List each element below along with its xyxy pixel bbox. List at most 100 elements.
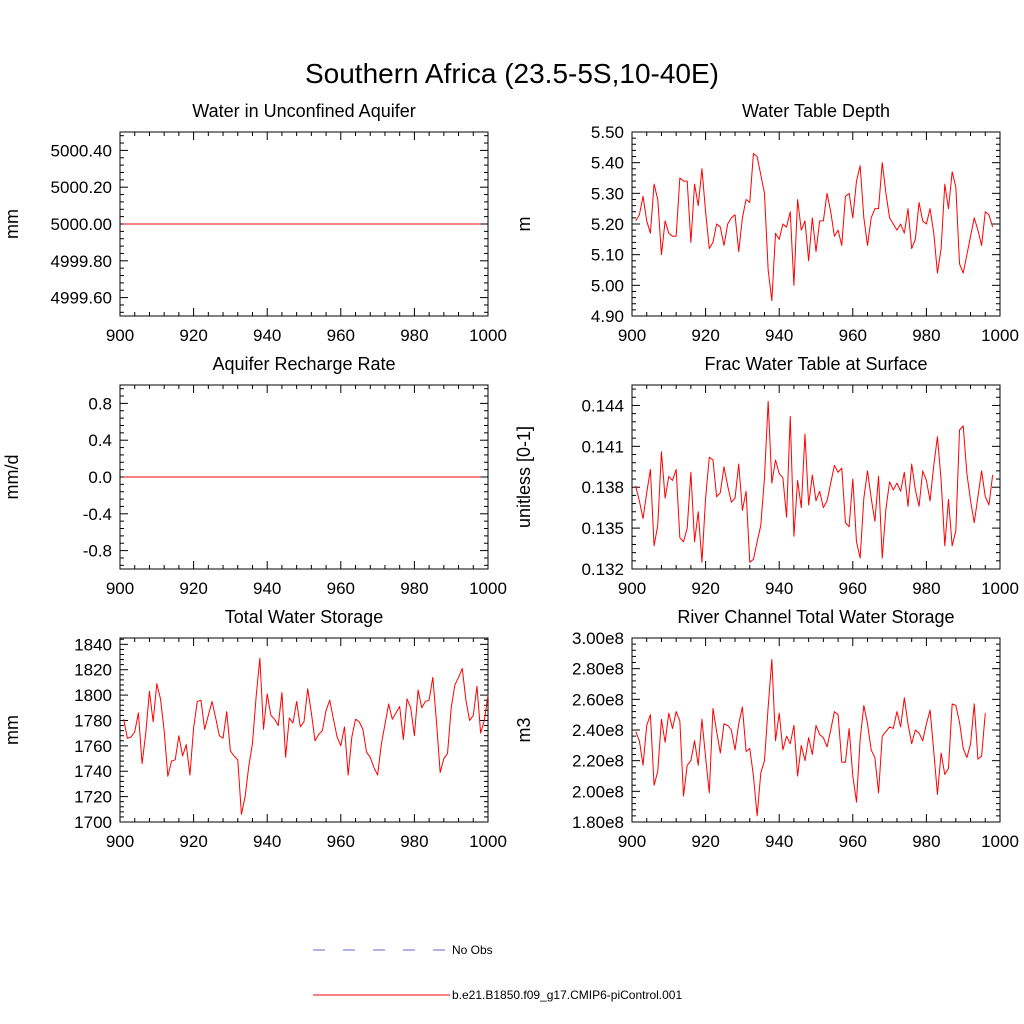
series-line-0: [635, 400, 994, 563]
x-tick-label: 940: [253, 579, 281, 598]
plot-frame: [631, 637, 1001, 823]
x-tick-label: 980: [400, 326, 428, 345]
x-tick-label: 960: [839, 579, 867, 598]
x-tick-label: 1000: [981, 579, 1019, 598]
y-tick-label: 4999.60: [51, 289, 112, 308]
y-tick-label: 1740: [74, 762, 112, 781]
x-tick-label: 900: [106, 832, 134, 851]
panel-title: Aquifer Recharge Rate: [212, 354, 395, 374]
legend: No Obs b.e21.B1850.f09_g17.CMIP6-piContr…: [313, 943, 682, 1002]
panel-title: Water in Unconfined Aquifer: [192, 101, 415, 121]
x-tick-label: 900: [106, 326, 134, 345]
chart-panel-0: Water in Unconfined Aquifer mm 900 920 940 96…: [2, 101, 507, 345]
x-tick-label: 960: [839, 832, 867, 851]
y-tick-label: 0.144: [581, 396, 624, 415]
x-tick-label: 1000: [981, 832, 1019, 851]
x-tick-label: 980: [400, 579, 428, 598]
x-tick-label: 920: [179, 326, 207, 345]
y-tick-label: 5.40: [591, 154, 624, 173]
panel-title: Frac Water Table at Surface: [704, 354, 927, 374]
x-tick-label: 920: [691, 579, 719, 598]
y-tick-label: 4.90: [591, 307, 624, 326]
x-tick-label: 900: [106, 579, 134, 598]
panel-title: Water Table Depth: [742, 101, 890, 121]
y-tick-label: 5000.00: [51, 215, 112, 234]
x-tick-label: 960: [839, 326, 867, 345]
y-tick-label: 2.60e8: [572, 690, 624, 709]
y-tick-label: 5.30: [591, 184, 624, 203]
y-tick-label: 1780: [74, 711, 112, 730]
y-tick-label: 2.00e8: [572, 782, 624, 801]
y-axis-label: mm: [2, 715, 22, 745]
y-axis-label: mm: [2, 209, 22, 239]
x-tick-label: 1000: [469, 579, 507, 598]
y-tick-label: 0.132: [581, 560, 624, 579]
y-tick-label: 3.00e8: [572, 629, 624, 648]
x-tick-label: 960: [327, 579, 355, 598]
figure-title: Southern Africa (23.5-5S,10-40E): [305, 58, 719, 89]
x-tick-label: 940: [765, 326, 793, 345]
y-axis-label: unitless [0-1]: [514, 426, 534, 528]
x-tick-label: 940: [765, 832, 793, 851]
y-tick-label: -0.4: [83, 505, 112, 524]
x-tick-label: 900: [618, 832, 646, 851]
y-tick-label: 1760: [74, 737, 112, 756]
x-tick-label: 900: [618, 326, 646, 345]
plot-frame: [631, 131, 1001, 317]
y-tick-label: 2.40e8: [572, 721, 624, 740]
y-tick-label: 4999.80: [51, 252, 112, 271]
series-line-0: [123, 657, 489, 815]
legend-label-model: b.e21.B1850.f09_g17.CMIP6-piControl.001: [452, 988, 682, 1002]
panel-title: Total Water Storage: [225, 607, 383, 627]
y-tick-label: 1820: [74, 661, 112, 680]
legend-label-no-obs: No Obs: [452, 943, 493, 957]
panels-group: Water in Unconfined Aquifer mm 900 920 940 96…: [2, 101, 1019, 851]
chart-panel-4: Total Water Storage mm 900 920 940 960 980 1000…: [2, 607, 507, 851]
series-line-0: [635, 658, 986, 817]
x-tick-label: 940: [253, 832, 281, 851]
y-tick-label: 0.8: [88, 394, 112, 413]
chart-panel-1: Water Table Depth m 900 920 940 960 980 1000 4.9…: [514, 101, 1019, 345]
y-tick-label: 0.141: [581, 437, 624, 456]
plot-frame: [631, 384, 1001, 570]
chart-panel-5: River Channel Total Water Storage m3 900 92…: [514, 607, 1019, 851]
x-tick-label: 1000: [469, 326, 507, 345]
y-tick-label: 2.80e8: [572, 660, 624, 679]
y-axis-label: mm/d: [2, 455, 22, 500]
x-tick-label: 940: [765, 579, 793, 598]
y-tick-label: 0.0: [88, 468, 112, 487]
series-line-0: [635, 152, 994, 302]
y-tick-label: 5.50: [591, 123, 624, 142]
y-tick-label: 1800: [74, 686, 112, 705]
y-axis-label: m: [514, 217, 534, 232]
panel-title: River Channel Total Water Storage: [677, 607, 954, 627]
x-tick-label: 1000: [981, 326, 1019, 345]
x-tick-label: 940: [253, 326, 281, 345]
y-tick-label: 1720: [74, 788, 112, 807]
x-tick-label: 960: [327, 326, 355, 345]
plot-frame: [119, 637, 489, 823]
y-tick-label: -0.8: [83, 542, 112, 561]
y-axis-label: m3: [514, 717, 534, 742]
x-tick-label: 1000: [469, 832, 507, 851]
x-tick-label: 960: [327, 832, 355, 851]
y-tick-label: 5000.40: [51, 141, 112, 160]
y-tick-label: 0.135: [581, 519, 624, 538]
y-tick-label: 1840: [74, 635, 112, 654]
y-tick-label: 1700: [74, 813, 112, 832]
x-tick-label: 980: [912, 832, 940, 851]
x-tick-label: 900: [618, 579, 646, 598]
chart-panel-2: Aquifer Recharge Rate mm/d 900 920 940 960 980…: [2, 354, 507, 598]
x-tick-label: 920: [179, 832, 207, 851]
y-tick-label: 1.80e8: [572, 813, 624, 832]
y-tick-label: 5.00: [591, 276, 624, 295]
x-tick-label: 920: [179, 579, 207, 598]
x-tick-label: 980: [400, 832, 428, 851]
x-tick-label: 920: [691, 832, 719, 851]
y-tick-label: 0.4: [88, 431, 112, 450]
y-tick-label: 0.138: [581, 478, 624, 497]
y-tick-label: 5.10: [591, 246, 624, 265]
y-tick-label: 5.20: [591, 215, 624, 234]
y-tick-label: 5000.20: [51, 178, 112, 197]
